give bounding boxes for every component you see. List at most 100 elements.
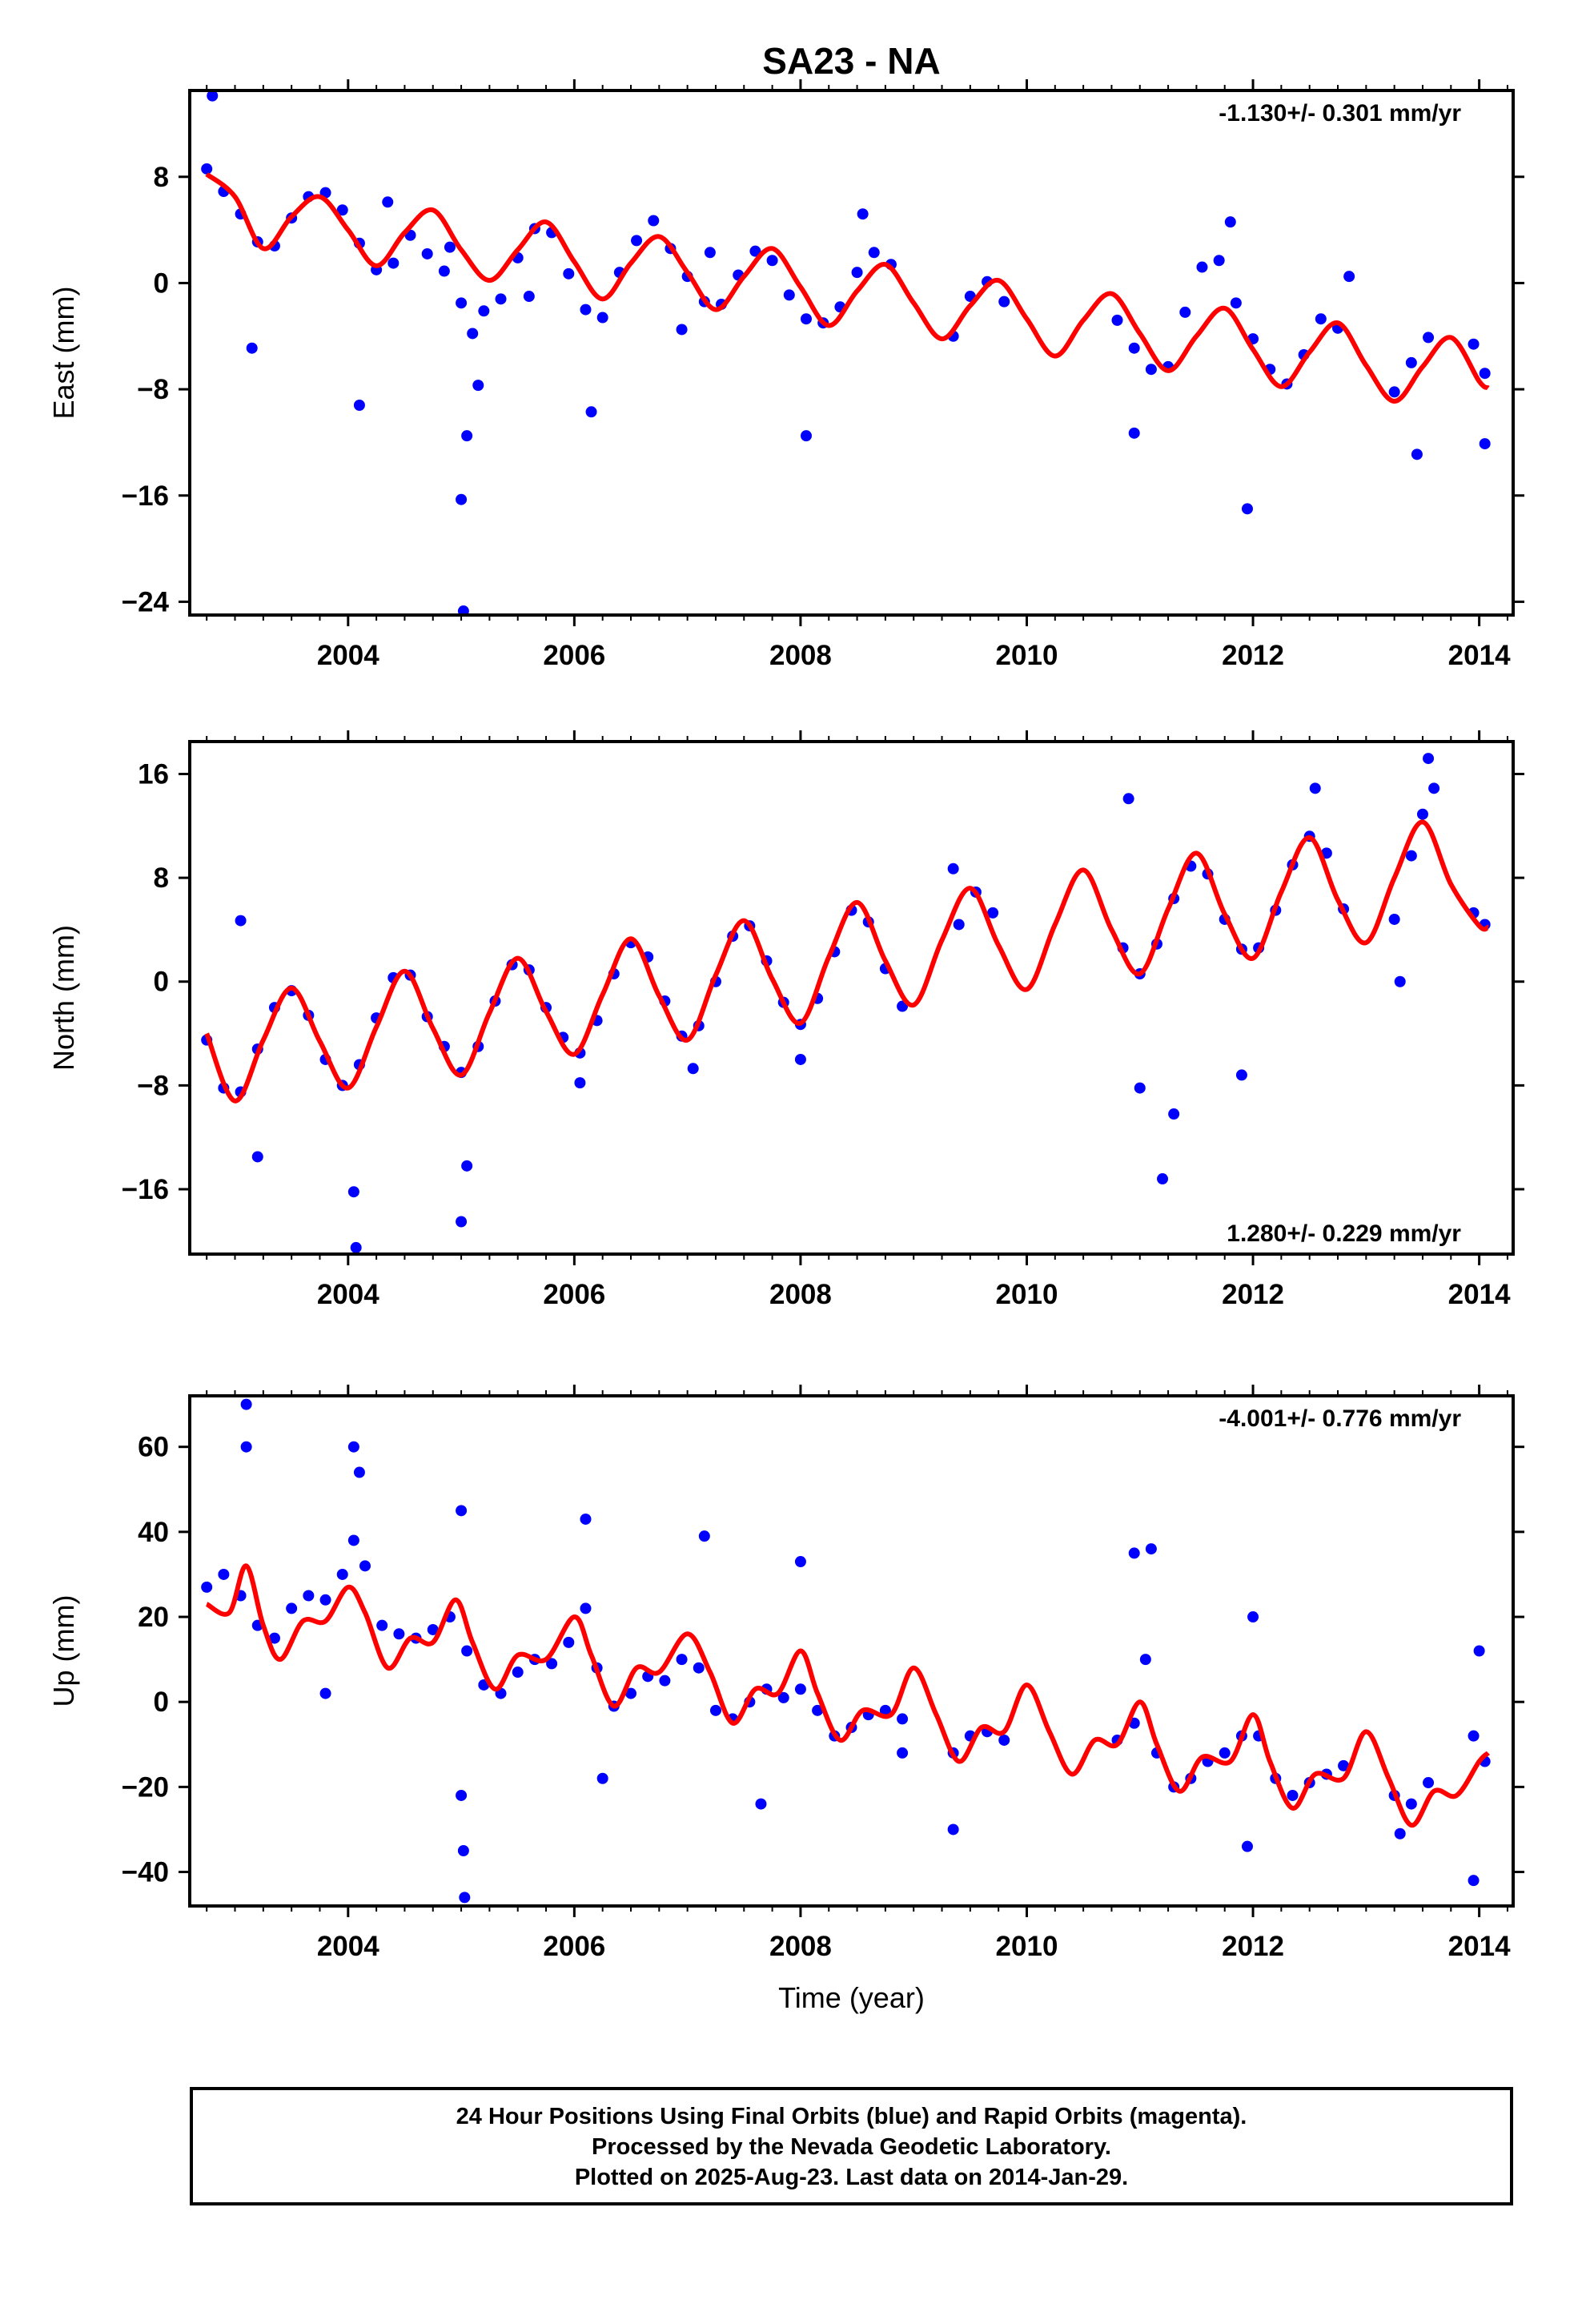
data-point bbox=[1423, 753, 1435, 765]
data-point bbox=[596, 1772, 608, 1784]
data-point bbox=[1428, 782, 1440, 794]
data-point bbox=[1139, 1654, 1151, 1666]
data-point bbox=[947, 1823, 959, 1835]
data-point bbox=[693, 1662, 705, 1674]
data-point bbox=[625, 1687, 636, 1699]
data-point bbox=[580, 1602, 592, 1614]
data-point bbox=[800, 430, 812, 442]
data-point bbox=[347, 1186, 359, 1198]
data-point bbox=[1473, 1645, 1485, 1657]
data-point bbox=[459, 1892, 471, 1904]
data-point bbox=[1479, 368, 1491, 380]
x-tick-label: 2006 bbox=[543, 1279, 605, 1310]
data-point bbox=[461, 1160, 473, 1172]
x-tick-label: 2012 bbox=[1222, 640, 1284, 671]
data-point bbox=[1315, 313, 1327, 325]
data-point bbox=[1405, 356, 1417, 368]
data-point bbox=[897, 1713, 909, 1725]
data-point bbox=[1224, 216, 1236, 228]
data-point bbox=[1196, 261, 1208, 273]
data-point bbox=[1423, 332, 1435, 344]
data-point bbox=[1145, 1543, 1157, 1555]
data-point bbox=[704, 247, 716, 259]
data-point bbox=[456, 1505, 468, 1517]
y-tick-label: −20 bbox=[122, 1771, 169, 1803]
plot-frame bbox=[188, 89, 1515, 617]
x-tick-label: 2012 bbox=[1222, 1279, 1284, 1310]
y-axis-label: East (mm) bbox=[47, 287, 80, 420]
x-tick-label: 2010 bbox=[996, 640, 1058, 671]
data-point bbox=[1128, 427, 1140, 439]
x-tick-label: 2014 bbox=[1448, 1931, 1511, 1962]
x-tick-label: 2008 bbox=[769, 1931, 832, 1962]
data-point bbox=[1287, 1789, 1299, 1801]
data-point bbox=[235, 915, 247, 927]
data-point bbox=[574, 1077, 586, 1089]
data-point bbox=[1309, 782, 1321, 794]
data-point bbox=[319, 1594, 331, 1606]
data-point bbox=[1388, 913, 1400, 925]
data-point bbox=[794, 1053, 806, 1065]
data-point bbox=[1128, 342, 1140, 354]
x-tick-label: 2008 bbox=[769, 1279, 832, 1310]
caption-box: 24 Hour Positions Using Final Orbits (bl… bbox=[190, 2087, 1513, 2205]
data-point bbox=[393, 1628, 405, 1640]
x-tick-label: 2014 bbox=[1448, 1279, 1511, 1310]
data-point bbox=[467, 328, 479, 340]
data-point bbox=[303, 1590, 315, 1602]
data-point bbox=[1213, 255, 1225, 267]
data-point bbox=[1468, 338, 1480, 350]
data-point bbox=[947, 862, 959, 875]
data-point bbox=[1145, 364, 1157, 376]
data-points bbox=[201, 753, 1491, 1253]
x-tick-label: 2004 bbox=[317, 1931, 379, 1962]
y-tick-label: −8 bbox=[137, 374, 169, 405]
y-tick-label: 16 bbox=[138, 759, 169, 790]
x-tick-label: 2004 bbox=[317, 640, 379, 671]
data-point bbox=[709, 1704, 721, 1716]
data-point bbox=[495, 293, 507, 305]
data-point bbox=[1111, 314, 1123, 326]
data-point bbox=[687, 1063, 699, 1075]
data-point bbox=[879, 1704, 891, 1716]
panel-2: 2004 2006 2008 2010 2012 2014 16 8 0 −8 −16 North (… bbox=[47, 730, 1524, 1310]
caption-line-3: Plotted on 2025-Aug-23. Last data on 201… bbox=[574, 2165, 1129, 2190]
data-point bbox=[659, 1675, 671, 1687]
data-point bbox=[1405, 1798, 1417, 1810]
x-tick-label: 2008 bbox=[769, 640, 832, 671]
data-point bbox=[456, 493, 468, 505]
data-point bbox=[897, 1747, 909, 1759]
data-point bbox=[596, 312, 608, 324]
data-point bbox=[478, 305, 490, 317]
data-point bbox=[1241, 1840, 1253, 1852]
data-point bbox=[1388, 386, 1400, 398]
x-tick-label: 2006 bbox=[543, 640, 605, 671]
data-point bbox=[676, 324, 688, 336]
data-points bbox=[201, 90, 1491, 615]
data-point bbox=[755, 1798, 767, 1810]
data-point bbox=[777, 1691, 789, 1703]
data-point bbox=[812, 1704, 824, 1716]
data-point bbox=[427, 1623, 439, 1635]
y-tick-label: 0 bbox=[154, 967, 169, 998]
data-point bbox=[1230, 297, 1242, 309]
data-point bbox=[319, 1687, 331, 1699]
data-point bbox=[783, 289, 795, 301]
data-point bbox=[800, 313, 812, 325]
data-point bbox=[1128, 1547, 1140, 1559]
data-point bbox=[472, 380, 484, 392]
rate-label: 1.280+/- 0.229 mm/yr bbox=[1227, 1220, 1461, 1247]
data-point bbox=[512, 1667, 524, 1679]
data-point bbox=[585, 406, 597, 418]
data-point bbox=[240, 1441, 252, 1453]
panel-3: 2004 2006 2008 2010 2012 2014 60 40 20 0 −20 −40 Up … bbox=[47, 1385, 1524, 2014]
data-point bbox=[456, 297, 468, 309]
data-point bbox=[563, 267, 575, 279]
panel-1: SA23 - NA 2004 2006 2008 2010 2012 2014 8 0 −8 −16… bbox=[47, 40, 1524, 671]
y-tick-label: 40 bbox=[138, 1517, 169, 1548]
data-point bbox=[457, 605, 469, 615]
data-point bbox=[987, 907, 999, 919]
x-tick-label: 2010 bbox=[996, 1279, 1058, 1310]
data-point bbox=[387, 257, 400, 269]
data-point bbox=[382, 196, 394, 208]
